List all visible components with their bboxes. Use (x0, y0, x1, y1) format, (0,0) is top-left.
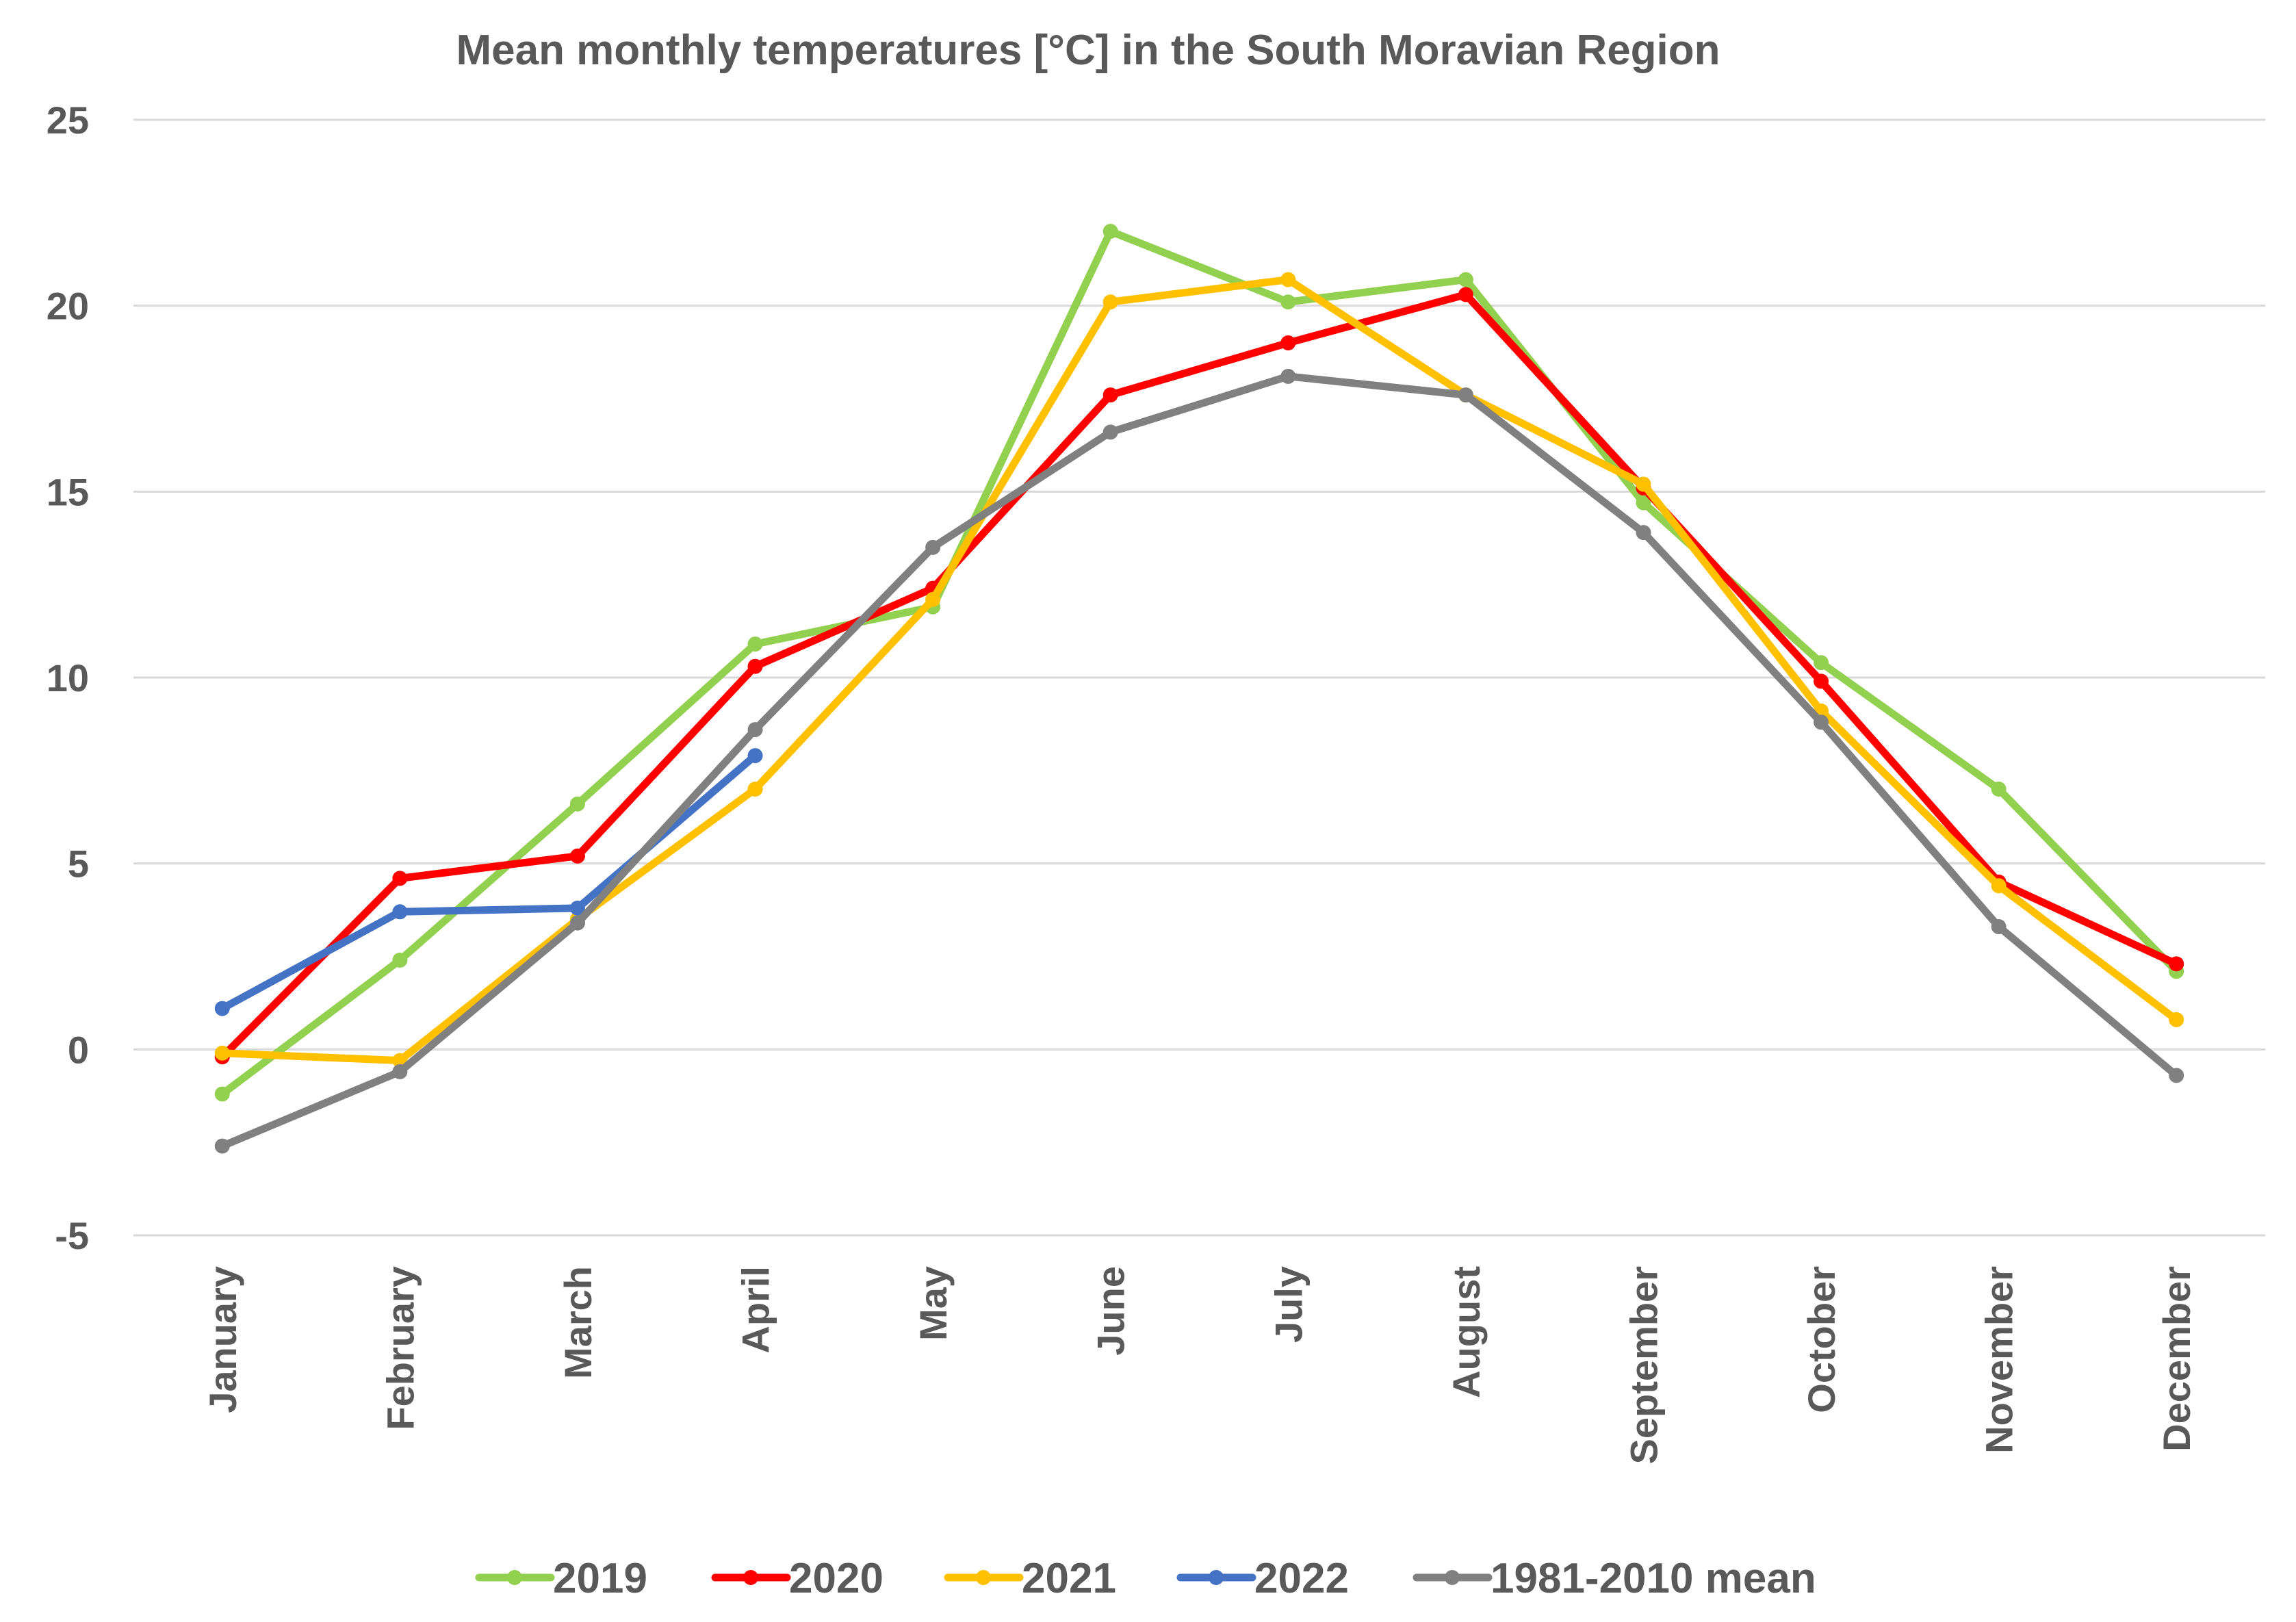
x-tick-label: June (1089, 1266, 1133, 1356)
chart-title: Mean monthly temperatures [°C] in the So… (456, 27, 1720, 74)
data-point (747, 748, 763, 764)
data-point (1102, 224, 1118, 239)
data-point (569, 796, 585, 812)
data-point (214, 1001, 230, 1016)
legend-label: 2021 (1022, 1555, 1116, 1602)
legend-item: 2022 (1176, 1555, 1349, 1602)
data-point (1280, 368, 1296, 384)
data-point (1458, 287, 1473, 302)
legend-swatch-marker (1445, 1570, 1460, 1585)
data-point (569, 848, 585, 864)
data-point (1814, 673, 1829, 689)
x-tick-label: October (1800, 1266, 1843, 1413)
series-2022 (214, 748, 763, 1016)
legend-item: 2019 (475, 1555, 647, 1602)
data-point (747, 722, 763, 738)
data-point (1102, 294, 1118, 310)
data-point (2169, 1012, 2184, 1027)
series-line (218, 372, 2180, 1150)
series-lines (214, 224, 2184, 1154)
y-tick-label: 0 (68, 1028, 89, 1071)
data-point (1636, 476, 1651, 492)
legend-item: 2020 (711, 1555, 883, 1602)
data-point (392, 871, 408, 886)
data-point (1280, 335, 1296, 350)
data-point (1280, 272, 1296, 287)
data-point (747, 636, 763, 652)
y-tick-label: 10 (47, 656, 89, 699)
y-tick-label: 15 (47, 470, 89, 513)
data-point (2169, 1068, 2184, 1083)
data-point (1814, 715, 1829, 730)
data-point (569, 900, 585, 916)
series-1981-2010-mean (214, 368, 2184, 1154)
data-point (925, 591, 941, 607)
data-point (1280, 294, 1296, 310)
data-point (392, 904, 408, 920)
data-point (1458, 272, 1473, 287)
series-line (218, 290, 2180, 1061)
x-tick-label: April (734, 1266, 777, 1354)
x-tick-label: January (201, 1266, 244, 1413)
x-tick-label: August (1445, 1266, 1488, 1398)
legend-swatch-marker (976, 1570, 991, 1585)
legend-label: 2019 (553, 1555, 647, 1602)
data-point (2169, 956, 2184, 972)
x-tick-label: May (912, 1266, 955, 1341)
data-point (1102, 424, 1118, 440)
legend-swatch-marker (1209, 1570, 1224, 1585)
data-point (1991, 878, 2007, 894)
data-point (214, 1045, 230, 1061)
y-axis-ticks: -5 0 5 10 15 20 25 (47, 99, 89, 1257)
x-tick-label: December (2155, 1266, 2198, 1452)
legend-swatch-marker (507, 1570, 522, 1585)
y-tick-label: 25 (47, 99, 89, 142)
data-point (1814, 655, 1829, 671)
data-point (925, 539, 941, 555)
series-2019 (214, 224, 2184, 1102)
legend-item: 1981-2010 mean (1413, 1555, 1816, 1602)
x-tick-label: July (1267, 1266, 1310, 1343)
series-2021 (214, 272, 2184, 1068)
data-point (392, 952, 408, 968)
data-point (1636, 525, 1651, 541)
x-tick-label: February (378, 1266, 422, 1430)
y-tick-label: 20 (47, 285, 89, 328)
x-tick-label: September (1622, 1266, 1665, 1464)
legend-label: 2020 (789, 1555, 883, 1602)
data-point (214, 1086, 230, 1102)
legend-item: 2021 (944, 1555, 1116, 1602)
x-tick-label: November (1978, 1266, 2021, 1454)
legend-swatch-marker (743, 1570, 758, 1585)
series-line (218, 276, 2180, 1065)
data-point (392, 1064, 408, 1079)
data-point (1636, 495, 1651, 511)
data-point (1458, 387, 1473, 403)
y-tick-label: -5 (55, 1214, 89, 1257)
data-point (569, 915, 585, 931)
legend-label: 2022 (1254, 1555, 1349, 1602)
series-line (218, 751, 759, 1013)
data-point (214, 1138, 230, 1154)
data-point (1102, 387, 1118, 403)
data-point (1991, 919, 2007, 935)
data-point (1991, 782, 2007, 797)
x-axis-ticks: January February March April May June July Augu… (201, 1266, 2198, 1464)
data-point (747, 782, 763, 797)
legend: 2019 2020 2021 2022 1981-2010 mean (475, 1555, 1816, 1602)
series-line (218, 227, 2180, 1098)
y-tick-label: 5 (68, 842, 89, 886)
data-point (747, 658, 763, 674)
x-tick-label: March (556, 1266, 599, 1379)
legend-label: 1981-2010 mean (1491, 1555, 1816, 1602)
